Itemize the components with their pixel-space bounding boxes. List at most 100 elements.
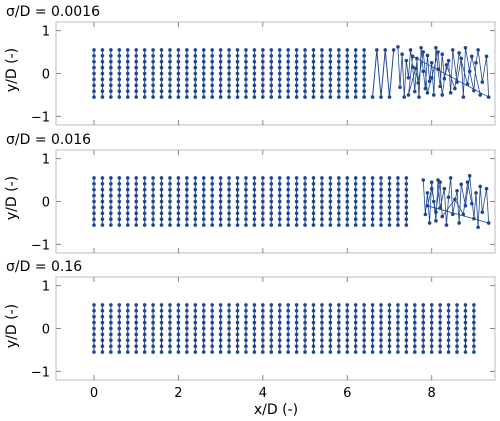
data-point	[92, 326, 96, 331]
data-point	[109, 71, 113, 76]
x-tick-label: 2	[174, 386, 182, 401]
data-point	[168, 303, 172, 307]
data-point	[168, 338, 172, 343]
data-point	[303, 205, 307, 210]
data-point	[413, 66, 418, 71]
data-point	[396, 199, 400, 204]
data-point	[261, 308, 265, 313]
data-point	[210, 223, 214, 227]
data-point	[294, 89, 299, 94]
data-point	[193, 181, 198, 186]
data-point	[311, 205, 316, 210]
data-point	[311, 320, 316, 325]
data-point	[151, 350, 155, 354]
data-point	[227, 350, 231, 354]
data-point	[227, 48, 231, 52]
data-point	[92, 181, 96, 186]
data-point	[227, 314, 231, 319]
data-point	[294, 326, 299, 331]
panel-2: σ/D = 0.016 y/D (-) −1 0 1	[4, 132, 496, 254]
data-point	[320, 217, 324, 222]
data-point	[218, 77, 223, 82]
data-point	[261, 303, 265, 307]
data-point	[269, 205, 274, 210]
data-point	[261, 326, 265, 331]
data-point	[134, 199, 139, 204]
data-point	[252, 199, 257, 204]
data-point	[235, 181, 240, 186]
data-point	[218, 53, 223, 58]
data-point	[438, 303, 442, 307]
data-point	[261, 211, 265, 216]
data-point	[337, 217, 341, 222]
data-point	[362, 193, 366, 198]
data-point	[387, 326, 392, 331]
data-point	[412, 308, 417, 313]
data-point	[303, 53, 307, 58]
data-point	[320, 83, 324, 88]
data-point	[134, 350, 139, 354]
data-point	[286, 187, 290, 192]
data-point	[294, 217, 299, 222]
data-point	[438, 308, 442, 313]
data-point	[303, 211, 307, 216]
data-point	[448, 91, 453, 95]
data-point	[117, 199, 122, 204]
data-point	[362, 211, 366, 216]
data-point	[277, 217, 282, 222]
data-point	[227, 303, 231, 307]
data-point	[353, 53, 358, 58]
data-point	[125, 314, 130, 319]
data-point	[142, 320, 147, 325]
data-point	[370, 338, 375, 343]
data-point	[396, 344, 400, 349]
data-point	[438, 326, 442, 331]
data-point	[429, 308, 434, 313]
data-point	[320, 308, 324, 313]
data-point	[421, 332, 426, 337]
panel-2-y-axis-label: y/D (-)	[4, 176, 20, 220]
data-point	[109, 95, 113, 99]
data-point	[201, 344, 206, 349]
data-point	[337, 48, 341, 52]
data-point	[218, 344, 223, 349]
data-point	[277, 48, 282, 52]
data-point	[404, 205, 409, 210]
data-point	[100, 350, 105, 354]
data-point	[396, 338, 400, 343]
data-point	[168, 77, 172, 82]
y-tick-label: 0	[42, 323, 50, 338]
data-point	[117, 53, 122, 58]
data-point	[476, 225, 480, 230]
data-point	[117, 181, 122, 186]
data-point	[463, 320, 468, 325]
data-point	[379, 217, 383, 222]
data-point	[218, 48, 223, 52]
data-point	[193, 344, 198, 349]
data-point	[252, 320, 257, 325]
data-point	[303, 193, 307, 198]
data-point	[277, 89, 282, 94]
data-point	[201, 326, 206, 331]
data-point	[404, 332, 409, 337]
data-point	[218, 193, 223, 198]
data-point	[303, 89, 307, 94]
data-point	[201, 199, 206, 204]
data-point	[185, 344, 189, 349]
data-point	[303, 176, 307, 180]
data-point	[438, 338, 442, 343]
data-point	[134, 332, 139, 337]
data-point	[227, 187, 231, 192]
data-point	[396, 350, 400, 354]
data-point	[353, 350, 358, 354]
data-point	[235, 71, 240, 76]
data-point	[425, 91, 430, 95]
data-point	[404, 320, 409, 325]
data-point	[235, 217, 240, 222]
data-point	[193, 303, 198, 307]
data-point	[362, 65, 366, 70]
data-point	[142, 83, 147, 88]
data-point	[446, 338, 451, 343]
data-point	[337, 314, 341, 319]
data-point	[218, 181, 223, 186]
